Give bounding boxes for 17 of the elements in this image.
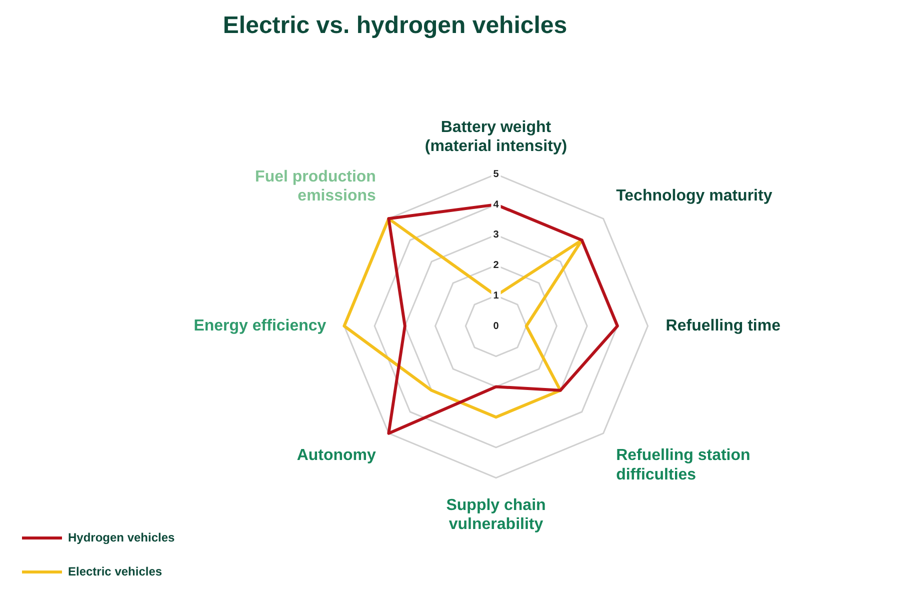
spoke-label: Battery weight (material intensity) [424,118,568,156]
y-tick-label: 3 [493,230,500,241]
legend-label: Hydrogen vehicles [68,530,176,544]
legend-label: Electric vehicles [68,564,162,578]
spoke-label: Refuelling time [666,317,781,334]
y-tick-label: 2 [493,260,500,272]
spoke-label: Refuelling station difficulties [616,447,750,484]
spoke-label: Supply chain vulnerability [446,496,546,533]
y-tick-label: 1 [493,290,500,302]
y-tick-label: 4 [493,199,500,210]
chart-title: Electric vs. hydrogen vehicles [222,12,568,40]
spoke-label: Energy efficiency [194,317,326,334]
y-tick-label: 5 [493,168,500,180]
spoke-label: Fuel production emissions [255,168,376,205]
spoke-label: Autonomy [296,447,376,464]
y-tick-label: 0 [493,320,500,332]
spoke-label: Technology maturity [616,188,772,205]
